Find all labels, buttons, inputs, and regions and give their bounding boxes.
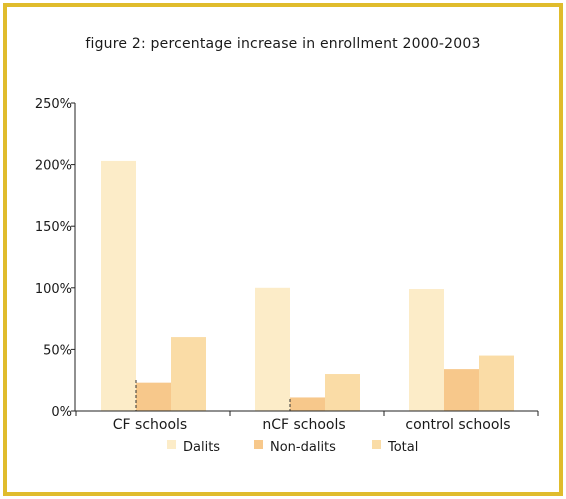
y-tick-label: 100% [35, 282, 72, 297]
y-tick-label: 50% [43, 343, 72, 358]
bar-non-dalits-1 [136, 382, 171, 411]
legend-swatch-dalits [167, 440, 176, 449]
chart-title: figure 2: percentage increase in enrollm… [85, 36, 481, 52]
plot-area: 0% 50% 100% 150% 200% 250% CF schools nCF schoo… [35, 97, 539, 433]
x-tick-label: CF schools [113, 417, 187, 433]
y-tick-label: 0% [51, 405, 72, 420]
bar-dalits-2 [255, 287, 290, 411]
y-tick-label: 150% [35, 220, 72, 235]
bar-total-2 [325, 374, 360, 411]
y-tick-label: 200% [35, 159, 72, 174]
y-tick-label: 250% [35, 97, 72, 112]
legend-swatch-non-dalits [254, 440, 263, 449]
x-tick-label: nCF schools [262, 417, 345, 433]
bar-non-dalits-2 [290, 397, 325, 411]
bar-dalits-1 [101, 160, 136, 411]
bar-non-dalits-3 [444, 369, 479, 411]
legend-label: Non-dalits [270, 440, 336, 455]
bar-total-1 [171, 337, 206, 411]
bar-total-3 [479, 355, 514, 411]
x-tick-label: control schools [405, 417, 510, 433]
legend-label: Dalits [183, 440, 220, 455]
legend-swatch-total [372, 440, 381, 449]
legend: Dalits Non-dalits Total [167, 440, 418, 455]
frame-border [3, 3, 563, 496]
bar-dalits-3 [409, 289, 444, 411]
legend-label: Total [387, 440, 418, 455]
